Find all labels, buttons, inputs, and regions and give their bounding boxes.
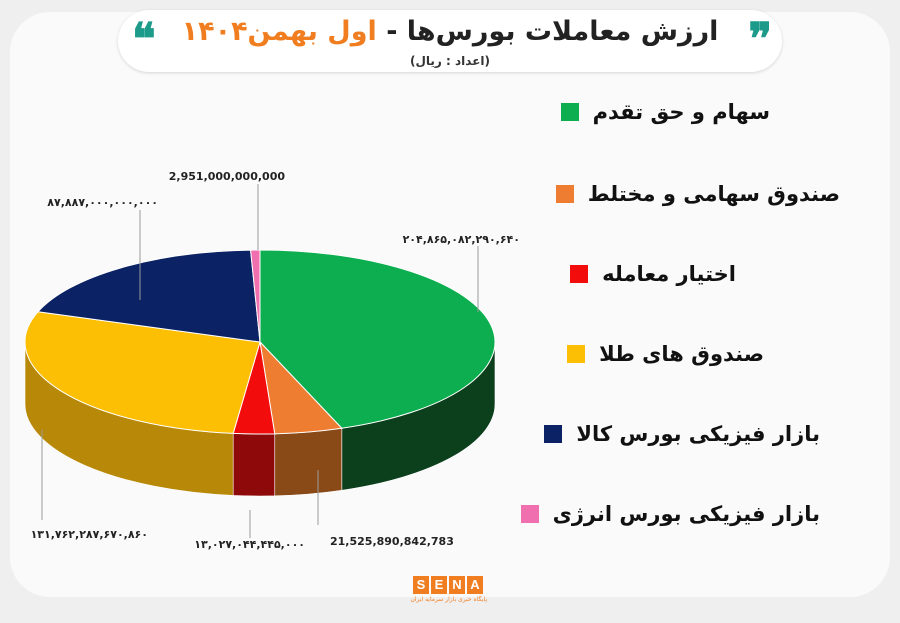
title-date: ۱۴۰۴ xyxy=(181,16,248,47)
title-main: ارزش معاملات بورس‌ها - xyxy=(386,16,719,47)
logo-letter: N xyxy=(449,576,465,594)
pie-slice-side xyxy=(232,433,276,497)
quote-mark-right-icon: ❞ xyxy=(748,14,772,65)
title-accent: اول بهمن xyxy=(247,16,377,47)
chart-title: ارزش معاملات بورس‌ها - اول بهمن۱۴۰۴ xyxy=(118,16,782,47)
data-label: ۱۳,۰۲۷,۰۴۴,۴۴۵,۰۰۰ xyxy=(194,538,305,551)
data-label: ۸۷,۸۸۷,۰۰۰,۰۰۰,۰۰۰ xyxy=(47,196,158,209)
legend-swatch xyxy=(570,265,589,283)
logo-tagline: پایگاه خبری بازار سرمایه ایران xyxy=(410,596,487,603)
pie-slice xyxy=(259,249,496,429)
legend-swatch xyxy=(544,425,563,443)
pie-slice xyxy=(250,249,261,343)
legend-swatch xyxy=(520,505,539,523)
legend-label: صندوق سهامی و مختلط xyxy=(587,182,840,206)
title-banner: ❝ ❞ ارزش معاملات بورس‌ها - اول بهمن۱۴۰۴ … xyxy=(118,10,782,72)
data-label: ۲۰۴,۸۶۵,۰۸۲,۲۹۰,۶۴۰ xyxy=(403,233,520,246)
logo-letter: A xyxy=(467,576,483,594)
legend-label: بازار فیزیکی بورس انرژی xyxy=(552,502,820,526)
legend-item: سهام و حق تقدم xyxy=(560,100,770,124)
legend-swatch xyxy=(560,103,579,121)
quote-mark-left-icon: ❝ xyxy=(132,14,156,65)
logo-letter: S xyxy=(413,576,429,594)
legend-label: اختیار معامله xyxy=(602,262,736,286)
legend-item: صندوق های طلا xyxy=(567,342,764,366)
legend-item: بازار فیزیکی بورس انرژی xyxy=(520,502,820,526)
legend-item: بازار فیزیکی بورس کالا xyxy=(544,422,820,446)
legend-label: صندوق های طلا xyxy=(599,342,764,366)
data-label: 21,525,890,842,783 xyxy=(330,535,454,548)
legend-swatch xyxy=(567,345,586,363)
pie-slice xyxy=(37,249,261,343)
pie-slice-side xyxy=(274,427,343,497)
pie-slice xyxy=(24,311,261,434)
logo-letter: E xyxy=(431,576,447,594)
legend-label: سهام و حق تقدم xyxy=(592,100,770,124)
legend-label: بازار فیزیکی بورس کالا xyxy=(576,422,820,446)
data-label: ۱۳۱,۷۶۲,۲۸۷,۶۷۰,۸۶۰ xyxy=(31,528,148,541)
legend-item: اختیار معامله xyxy=(570,262,736,286)
data-label: 2,951,000,000,000 xyxy=(169,170,286,183)
chart-subtitle: (اعداد : ریال) xyxy=(410,54,490,68)
legend-item: صندوق سهامی و مختلط xyxy=(555,182,840,206)
legend-swatch xyxy=(555,185,574,203)
